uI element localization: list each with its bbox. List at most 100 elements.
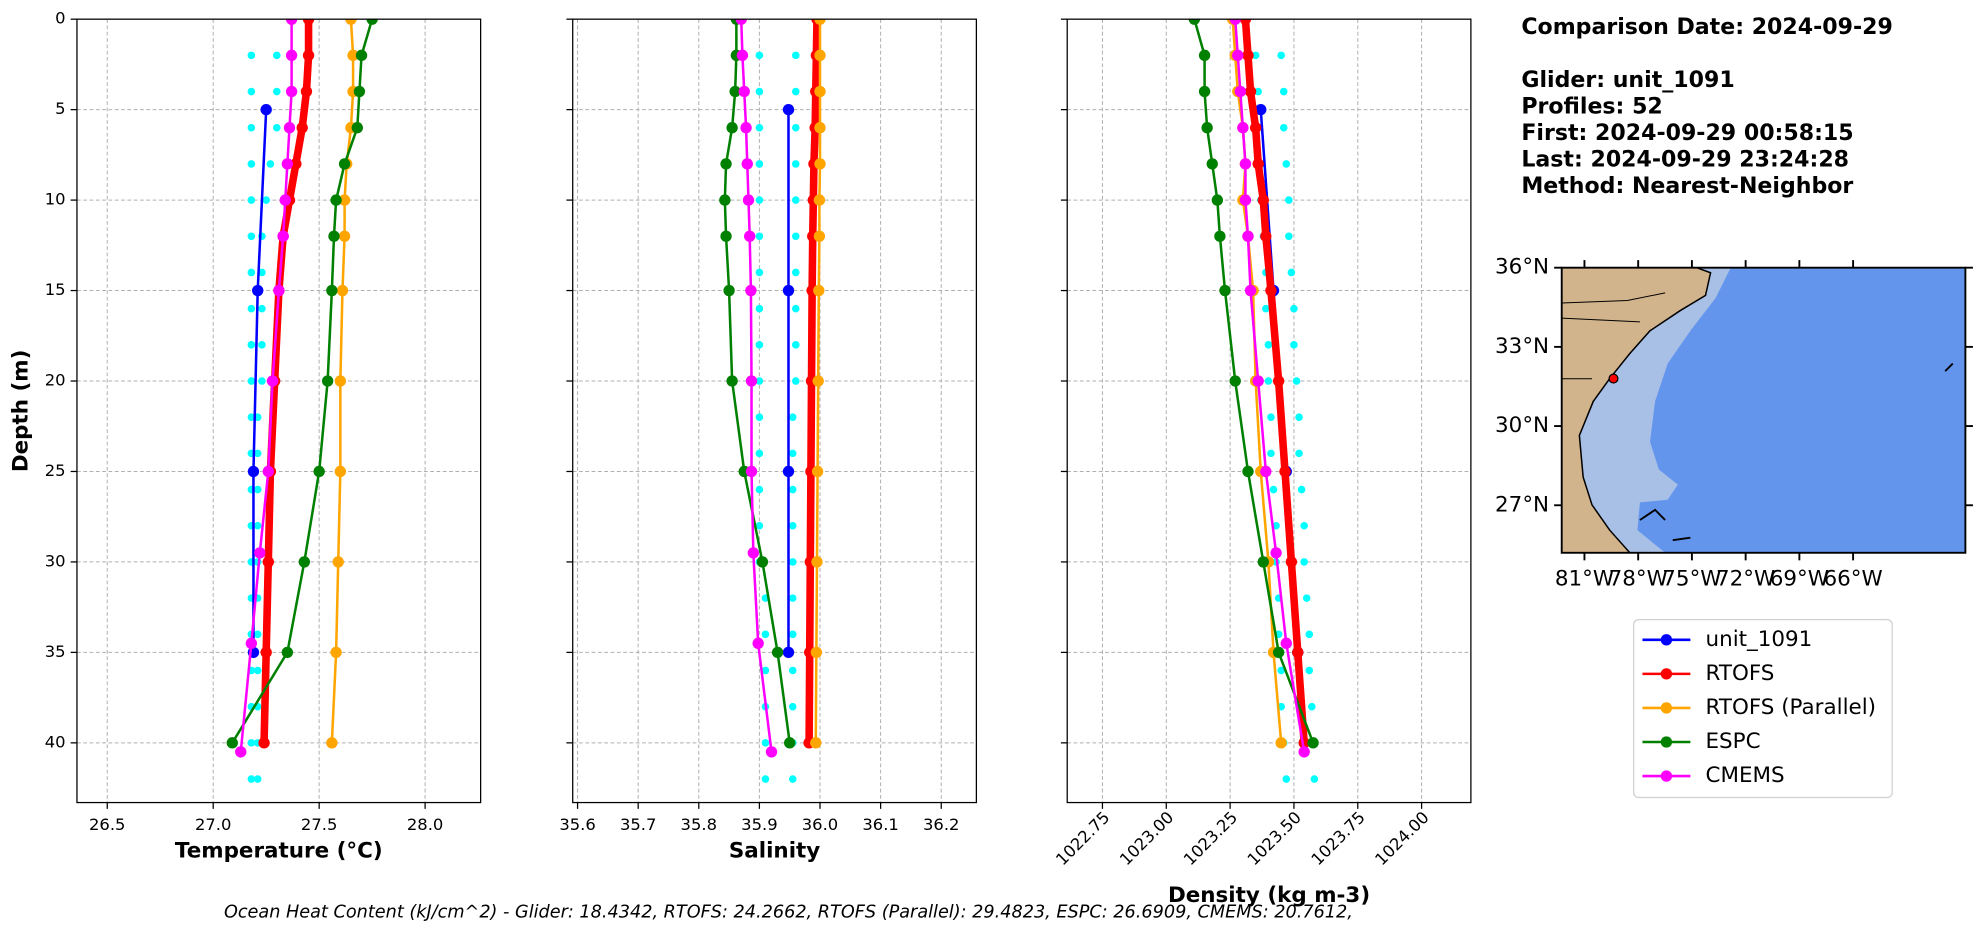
raw-point (1297, 485, 1306, 494)
raw-point (1269, 485, 1278, 494)
raw-point (791, 232, 800, 241)
raw-point (761, 630, 770, 639)
series-point (1292, 646, 1304, 659)
raw-point (258, 341, 266, 349)
series-point (742, 194, 755, 206)
series-point (1214, 230, 1226, 242)
series-point (328, 230, 340, 242)
raw-point (262, 196, 270, 204)
series-point (745, 465, 758, 478)
series-point (1239, 194, 1252, 206)
series-point (302, 49, 315, 62)
series-point (273, 284, 285, 297)
series-point (366, 19, 378, 25)
series-point (1201, 122, 1213, 134)
raw-point (1300, 521, 1308, 530)
series-point (814, 158, 826, 170)
raw-point (253, 630, 262, 639)
raw-point (253, 521, 262, 530)
raw-point (1264, 377, 1273, 385)
raw-point (247, 160, 256, 168)
series-point (814, 49, 826, 62)
raw-point (1254, 87, 1262, 96)
series-point (1285, 556, 1298, 568)
series-point (1279, 465, 1291, 478)
raw-point (247, 413, 256, 421)
series-point (298, 556, 310, 568)
legend-label: RTOFS (Parallel) (1706, 695, 1877, 720)
map-background (1561, 267, 1966, 553)
series-point (814, 122, 826, 134)
legend-label: unit_1091 (1706, 627, 1813, 652)
series-point (735, 19, 747, 25)
series-point (1275, 737, 1287, 749)
raw-point (1305, 630, 1314, 639)
raw-point (755, 413, 764, 421)
raw-point (1267, 413, 1275, 421)
series-point (812, 375, 824, 387)
series-point (747, 547, 760, 559)
series-point (782, 103, 795, 116)
raw-point (1282, 160, 1291, 168)
raw-point (1308, 702, 1316, 711)
footer: Ocean Heat Content (kJ/cm^2) - Glider: 1… (224, 902, 1353, 922)
raw-point (1264, 341, 1273, 349)
plot-frame (76, 18, 482, 804)
raw-point (755, 521, 764, 530)
series-point (1198, 49, 1211, 62)
raw-point (1277, 666, 1285, 675)
series-point (1229, 19, 1241, 25)
raw-point (253, 666, 262, 675)
series-point (1244, 284, 1257, 297)
series-point (262, 465, 274, 478)
series-point (782, 284, 795, 297)
raw-point (247, 87, 256, 96)
series-point (814, 85, 826, 98)
raw-point (1279, 123, 1288, 132)
raw-point (1285, 196, 1293, 204)
series-point (226, 737, 238, 749)
raw-point (1300, 558, 1308, 566)
series-point (771, 646, 784, 659)
series-point (355, 49, 368, 62)
y-tick-label: 35 (45, 642, 66, 661)
plot-area (572, 19, 977, 803)
series-point (1234, 85, 1247, 98)
legend-label: CMEMS (1706, 763, 1785, 788)
x-tick-label: 1022.75 (1052, 808, 1113, 869)
raw-point (1295, 449, 1303, 458)
raw-point (1272, 521, 1280, 530)
series-point (1280, 637, 1292, 650)
x-tick-label: 28.0 (407, 815, 443, 834)
map-y-tick-label: 27°N (1495, 492, 1549, 517)
series-point (336, 284, 349, 297)
series-point (281, 646, 294, 659)
raw-point (788, 558, 797, 566)
islands (1639, 362, 1954, 542)
x-tick-label: 26.5 (89, 815, 125, 834)
raw-point (761, 666, 770, 675)
series-point (784, 737, 796, 749)
raw-point (788, 666, 797, 675)
legend-marker (1660, 634, 1673, 646)
raw-point (755, 51, 764, 60)
raw-point (1305, 666, 1314, 675)
legend (1632, 619, 1893, 799)
series-point (285, 19, 298, 25)
series-point (260, 646, 272, 659)
y-tick-label: 0 (55, 9, 65, 28)
series-point (813, 284, 825, 297)
series-point (338, 194, 351, 206)
series-point (720, 158, 732, 170)
series-point (1272, 646, 1285, 659)
series-point (1249, 122, 1262, 134)
raw-point (1287, 268, 1296, 277)
raw-point (791, 268, 800, 277)
raw-point (755, 160, 764, 168)
series-point (745, 284, 757, 297)
raw-point (1290, 304, 1298, 313)
series-point (1252, 158, 1264, 170)
series-point (765, 746, 778, 758)
plot-area (1067, 19, 1471, 803)
